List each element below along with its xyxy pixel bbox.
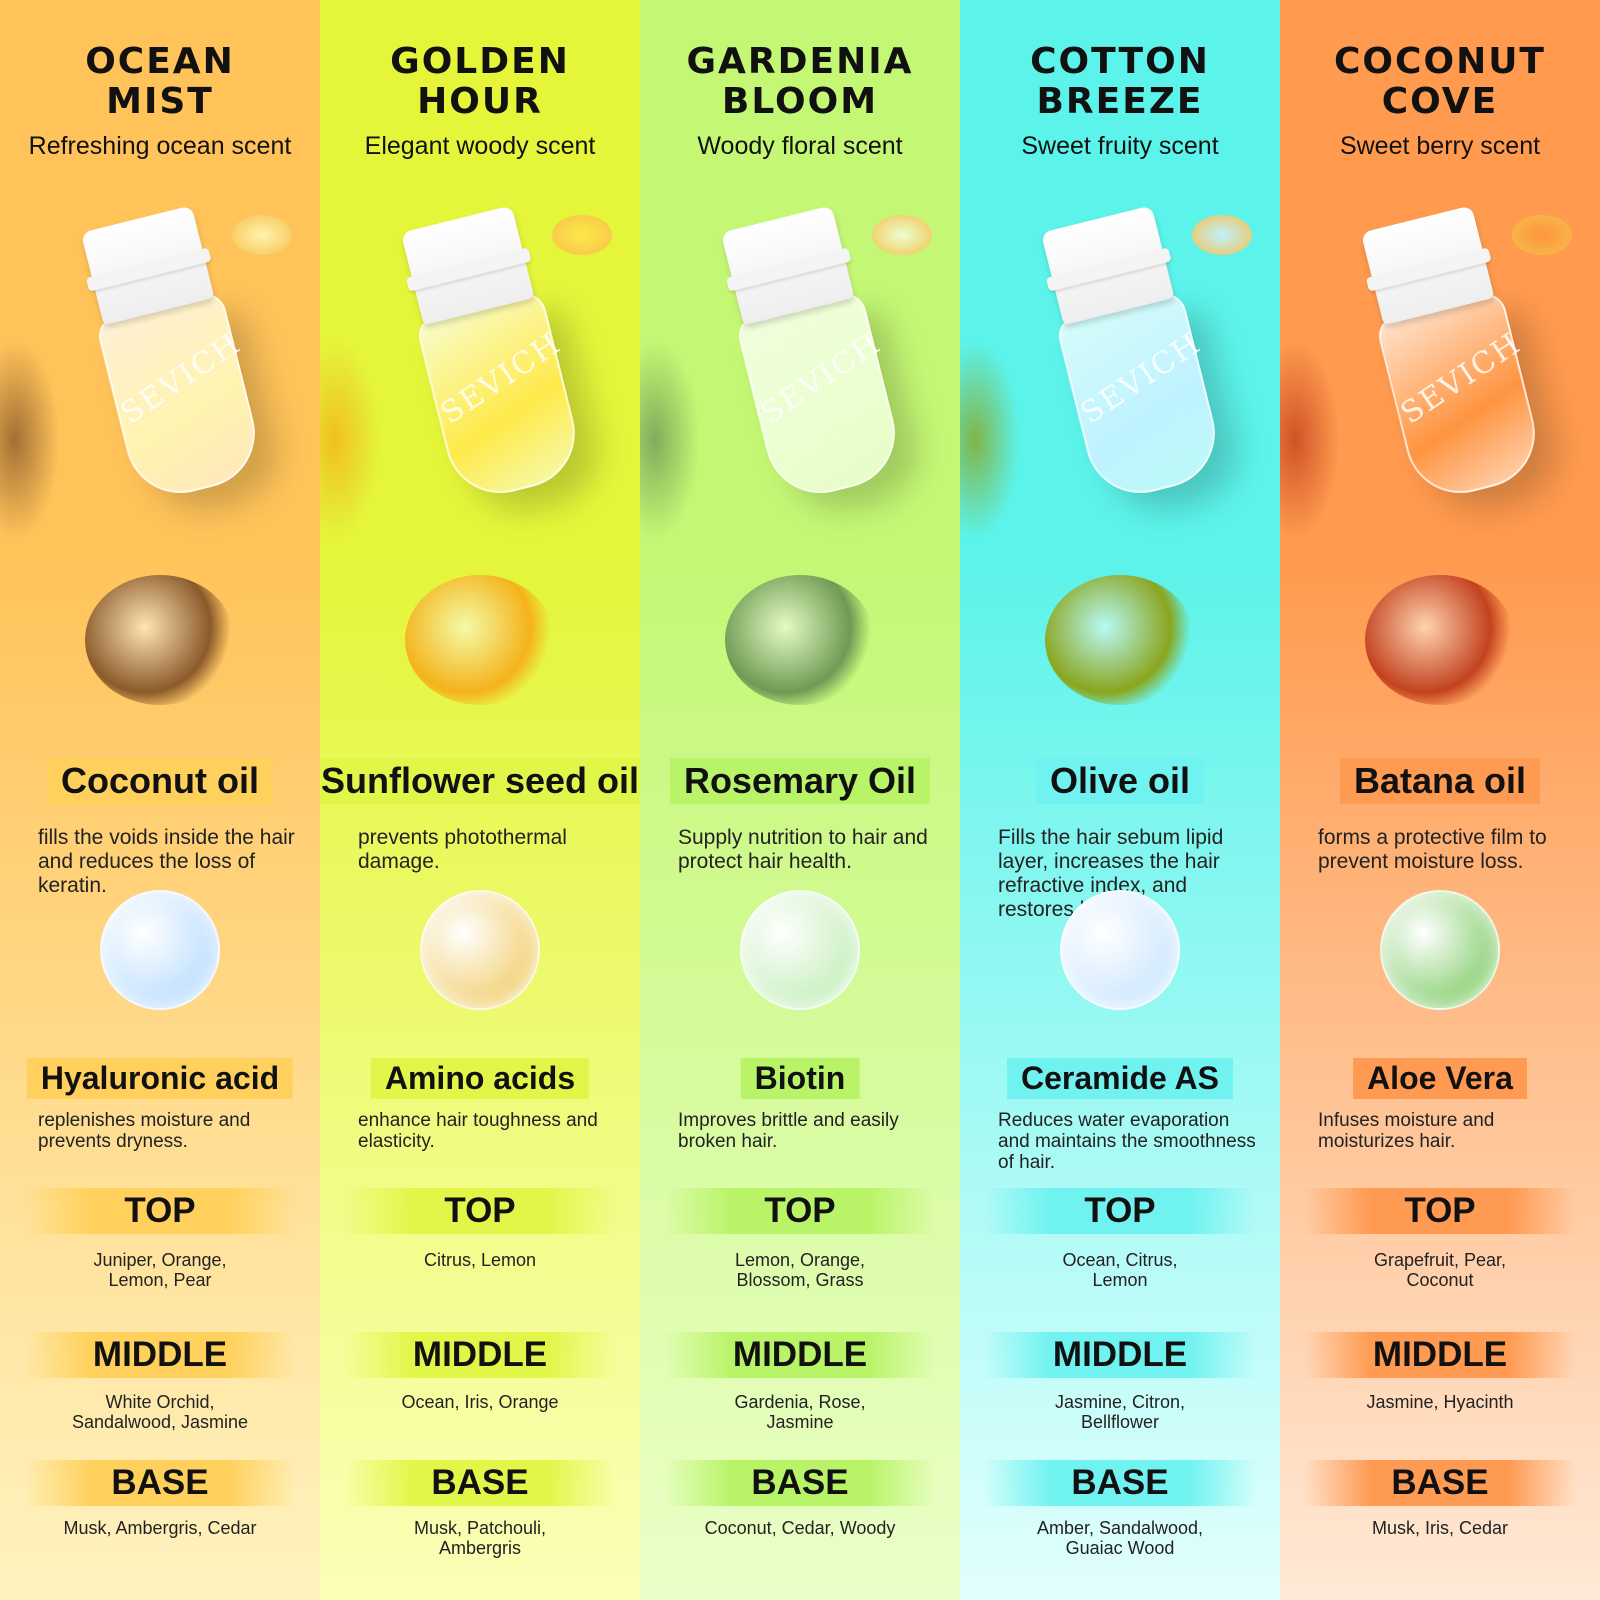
top-notes-heading: TOP <box>1304 1188 1576 1234</box>
ingredient-1-name: Olive oil <box>1035 758 1205 804</box>
top-notes-heading: TOP <box>344 1188 616 1234</box>
base-notes: Musk, Patchouli, Ambergris <box>413 1518 547 1558</box>
middle-notes-heading: MIDDLE <box>664 1332 936 1378</box>
base-notes: Musk, Ambergris, Cedar <box>63 1518 257 1538</box>
ingredient-2-image <box>1060 890 1180 1010</box>
ingredient-1-image <box>1365 575 1515 705</box>
ingredient-1-image <box>85 575 235 705</box>
base-notes: Coconut, Cedar, Woody <box>704 1518 896 1538</box>
brand-logo: SEVICH <box>434 325 568 432</box>
ingredient-1-image <box>725 575 875 705</box>
ingredient-1-name: Rosemary Oil <box>669 758 931 804</box>
top-notes: Grapefruit, Pear, Coconut <box>1373 1250 1507 1290</box>
ingredient-2-image <box>740 890 860 1010</box>
ingredient-1-name: Sunflower seed oil <box>320 758 640 804</box>
ingredient-2-image <box>1380 890 1500 1010</box>
scent-column-ocean-mist: OCEAN MIST Refreshing ocean scent SEVICH Coc… <box>0 0 320 1600</box>
scent-title: OCEAN MIST <box>85 41 235 122</box>
scent-subtitle: Sweet berry scent <box>1339 132 1541 160</box>
ingredient-2-name: Biotin <box>740 1058 860 1099</box>
base-notes: Amber, Sandalwood, Guaiac Wood <box>1036 1518 1204 1558</box>
scent-title: GOLDEN HOUR <box>390 41 570 122</box>
scent-column-gardenia-bloom: GARDENIA BLOOM Woody floral scent SEVICH Ros… <box>640 0 960 1600</box>
ingredient-2-description: enhance hair toughness and elasticity. <box>358 1110 598 1152</box>
fruit-decoration <box>232 215 292 255</box>
ingredient-1-description: prevents photothermal damage. <box>358 826 567 873</box>
scent-title: COTTON BREEZE <box>1030 41 1210 122</box>
ingredient-1-description: Supply nutrition to hair and protect hai… <box>678 826 928 873</box>
ingredient-1-image <box>1045 575 1195 705</box>
ingredient-2-name: Hyaluronic acid <box>26 1058 294 1099</box>
ingredient-1-image <box>405 575 555 705</box>
top-notes: Ocean, Citrus, Lemon <box>1062 1250 1178 1290</box>
scent-column-coconut-cove: COCONUT COVE Sweet berry scent SEVICH Batana… <box>1280 0 1600 1600</box>
fruit-decoration <box>552 215 612 255</box>
ingredient-1-description: forms a protective film to prevent moist… <box>1318 826 1547 873</box>
botanical-decoration <box>960 340 1020 540</box>
middle-notes: Jasmine, Hyacinth <box>1366 1392 1514 1412</box>
base-notes-heading: BASE <box>984 1460 1256 1506</box>
botanical-decoration <box>640 340 700 540</box>
base-notes-heading: BASE <box>344 1460 616 1506</box>
botanical-decoration <box>320 340 380 540</box>
middle-notes-heading: MIDDLE <box>24 1332 296 1378</box>
ingredient-2-description: Improves brittle and easily broken hair. <box>678 1110 899 1152</box>
top-notes-heading: TOP <box>664 1188 936 1234</box>
ingredient-2-name: Aloe Vera <box>1353 1058 1527 1099</box>
scent-title: COCONUT COVE <box>1334 41 1546 122</box>
ingredient-2-description: replenishes moisture and prevents drynes… <box>38 1110 251 1152</box>
ingredient-1-name: Batana oil <box>1339 758 1541 804</box>
ingredient-2-name: Amino acids <box>370 1058 590 1099</box>
ingredient-2-description: Reduces water evaporation and maintains … <box>998 1110 1256 1173</box>
fruit-decoration <box>1192 215 1252 255</box>
fruit-decoration <box>872 215 932 255</box>
ingredient-2-image <box>100 890 220 1010</box>
brand-logo: SEVICH <box>754 325 888 432</box>
scent-column-golden-hour: GOLDEN HOUR Elegant woody scent SEVICH Sunfl… <box>320 0 640 1600</box>
ingredient-1-name: Coconut oil <box>47 758 273 804</box>
base-notes-heading: BASE <box>1304 1460 1576 1506</box>
brand-logo: SEVICH <box>1074 325 1208 432</box>
ingredient-2-description: Infuses moisture and moisturizes hair. <box>1318 1110 1495 1152</box>
middle-notes-heading: MIDDLE <box>984 1332 1256 1378</box>
fruit-decoration <box>1512 215 1572 255</box>
middle-notes: Jasmine, Citron, Bellflower <box>1054 1392 1186 1432</box>
botanical-decoration <box>0 340 60 540</box>
middle-notes-heading: MIDDLE <box>344 1332 616 1378</box>
botanical-decoration <box>1280 340 1340 540</box>
middle-notes: Gardenia, Rose, Jasmine <box>734 1392 866 1432</box>
scent-subtitle: Elegant woody scent <box>364 132 596 160</box>
middle-notes: Ocean, Iris, Orange <box>401 1392 559 1412</box>
base-notes-heading: BASE <box>664 1460 936 1506</box>
ingredient-2-name: Ceramide AS <box>1007 1058 1233 1099</box>
scent-subtitle: Sweet fruity scent <box>1021 132 1219 160</box>
top-notes-heading: TOP <box>984 1188 1256 1234</box>
scent-column-cotton-breeze: COTTON BREEZE Sweet fruity scent SEVICH Oliv… <box>960 0 1280 1600</box>
middle-notes-heading: MIDDLE <box>1304 1332 1576 1378</box>
top-notes: Juniper, Orange, Lemon, Pear <box>93 1250 227 1290</box>
brand-logo: SEVICH <box>1394 325 1528 432</box>
base-notes-heading: BASE <box>24 1460 296 1506</box>
middle-notes: White Orchid, Sandalwood, Jasmine <box>71 1392 249 1432</box>
scent-subtitle: Woody floral scent <box>697 132 903 160</box>
brand-logo: SEVICH <box>114 325 248 432</box>
scent-subtitle: Refreshing ocean scent <box>28 132 292 160</box>
top-notes: Lemon, Orange, Blossom, Grass <box>734 1250 866 1290</box>
scent-title: GARDENIA BLOOM <box>686 41 914 122</box>
top-notes: Citrus, Lemon <box>423 1250 537 1270</box>
ingredient-1-description: Fills the hair sebum lipid layer, increa… <box>998 826 1224 921</box>
ingredient-1-description: fills the voids inside the hair and redu… <box>38 826 295 897</box>
top-notes-heading: TOP <box>24 1188 296 1234</box>
ingredient-2-image <box>420 890 540 1010</box>
base-notes: Musk, Iris, Cedar <box>1371 1518 1509 1538</box>
